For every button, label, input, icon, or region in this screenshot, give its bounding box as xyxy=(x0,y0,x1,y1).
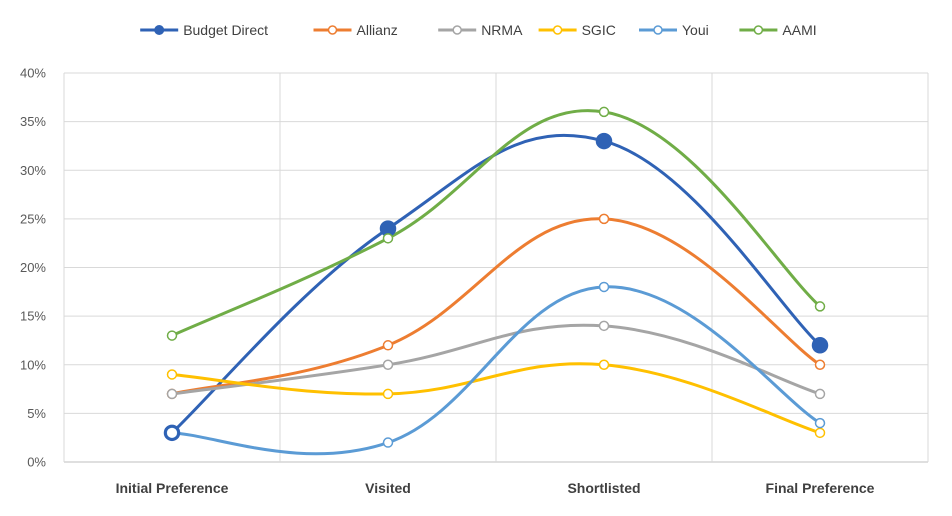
data-point xyxy=(382,437,394,448)
y-tick-label: 0% xyxy=(27,455,46,470)
data-point xyxy=(166,388,178,400)
legend-label: Youi xyxy=(682,22,709,38)
data-point xyxy=(166,369,178,380)
x-tick-label: Final Preference xyxy=(766,480,875,496)
data-point-inner xyxy=(167,427,177,438)
y-tick-label: 40% xyxy=(20,66,46,81)
data-point xyxy=(814,427,826,439)
data-point xyxy=(382,359,394,370)
series-line-nrma xyxy=(170,323,822,396)
data-point xyxy=(811,337,829,354)
x-tick-label: Initial Preference xyxy=(116,480,229,496)
legend-swatch-marker xyxy=(452,25,462,35)
data-point xyxy=(598,213,610,225)
legend-label: Allianz xyxy=(357,22,398,38)
x-tick-label: Shortlisted xyxy=(567,480,640,496)
data-point xyxy=(595,132,613,150)
data-point xyxy=(814,417,826,429)
series-lines xyxy=(170,109,822,456)
series-line-youi xyxy=(170,285,822,456)
legend-label: AAMI xyxy=(782,22,816,38)
markers-sgic xyxy=(166,359,826,439)
legend-swatch-marker xyxy=(154,25,165,35)
data-point xyxy=(598,106,610,118)
data-point xyxy=(598,359,610,370)
series-markers xyxy=(163,106,829,448)
y-tick-label: 5% xyxy=(27,406,46,421)
legend-label: SGIC xyxy=(582,22,616,38)
markers-aami xyxy=(166,106,826,341)
legend-item-youi: Youi xyxy=(639,22,709,38)
data-point xyxy=(814,301,826,312)
axes: 0% 5% 10% 15% 20% 25% 30% 35% 40% Initial Prefere… xyxy=(20,66,875,497)
markers-nrma xyxy=(166,320,826,400)
data-point xyxy=(166,330,178,341)
y-tick-label: 35% xyxy=(20,114,46,129)
legend-item-nrma: NRMA xyxy=(438,22,523,38)
legend-label: NRMA xyxy=(481,22,523,38)
legend-item-aami: AAMI xyxy=(739,22,817,38)
y-tick-label: 30% xyxy=(20,163,46,178)
data-point xyxy=(814,359,826,370)
y-tick-label: 10% xyxy=(20,357,46,372)
series-line-aami xyxy=(170,109,822,338)
data-point xyxy=(382,340,394,351)
y-tick-label: 25% xyxy=(20,211,46,226)
data-point xyxy=(598,320,610,332)
data-point xyxy=(382,388,394,400)
x-tick-label: Visited xyxy=(365,480,411,496)
y-tick-label: 15% xyxy=(20,309,46,324)
data-point xyxy=(382,233,394,244)
series-line-sgic xyxy=(170,362,822,435)
legend-swatch-marker xyxy=(552,25,563,35)
legend-label: Budget Direct xyxy=(183,22,268,38)
legend-swatch-marker xyxy=(753,25,764,35)
data-point xyxy=(598,281,610,293)
legend-item-budget-direct: Budget Direct xyxy=(140,22,268,38)
legend-item-sgic: SGIC xyxy=(538,22,616,38)
legend-item-allianz: Allianz xyxy=(313,22,398,38)
legend-swatch-marker xyxy=(327,25,338,35)
data-point xyxy=(814,388,826,400)
legend-swatch-marker xyxy=(653,25,663,35)
y-tick-label: 20% xyxy=(20,260,46,275)
legend: Budget Direct Allianz NRMA SGIC Youi AAMI xyxy=(140,22,817,38)
series-line-allianz xyxy=(170,217,822,396)
